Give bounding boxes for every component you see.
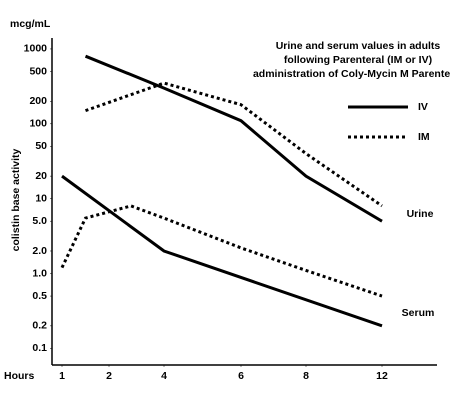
series-line bbox=[84, 54, 383, 223]
chart-title: administration of Coly-Mycin M Parentera… bbox=[253, 68, 450, 80]
y-tick-label: 0.1 bbox=[32, 342, 47, 354]
y-axis-title: colistin base activity bbox=[10, 148, 22, 251]
group-label: Urine bbox=[407, 208, 434, 220]
y-tick-label: 200 bbox=[29, 95, 47, 107]
group-label: Serum bbox=[402, 307, 435, 319]
y-tick-label: 0.2 bbox=[32, 320, 47, 332]
x-tick-label: 1 bbox=[59, 370, 65, 382]
series-line bbox=[61, 174, 383, 328]
x-tick-label: 2 bbox=[106, 370, 112, 382]
x-tick-label: 6 bbox=[238, 370, 244, 382]
y-tick-label: 20 bbox=[35, 170, 47, 182]
y-tick-label: 1000 bbox=[24, 43, 48, 55]
y-tick-label: 10 bbox=[35, 192, 47, 204]
series-line bbox=[85, 81, 383, 208]
y-unit: mcg/mL bbox=[10, 18, 51, 30]
x-tick-label: 12 bbox=[376, 370, 388, 382]
chart-title: Urine and serum values in adults bbox=[276, 40, 441, 52]
x-tick-label: 4 bbox=[161, 370, 167, 382]
x-axis-title: Hours bbox=[4, 370, 34, 382]
y-tick-label: 50 bbox=[35, 140, 47, 152]
series-line bbox=[60, 204, 383, 298]
legend-label: IM bbox=[418, 131, 430, 143]
y-tick-label: 2.0 bbox=[32, 245, 47, 257]
x-tick-label: 8 bbox=[303, 370, 309, 382]
y-tick-label: 0.5 bbox=[32, 290, 47, 302]
legend-label: IV bbox=[418, 101, 428, 113]
chart-title: following Parenteral (IM or IV) bbox=[284, 54, 432, 66]
y-tick-label: 100 bbox=[29, 118, 47, 130]
y-tick-label: 5.0 bbox=[32, 215, 47, 227]
y-tick-label: 1.0 bbox=[32, 267, 47, 279]
y-tick-label: 500 bbox=[29, 65, 47, 77]
